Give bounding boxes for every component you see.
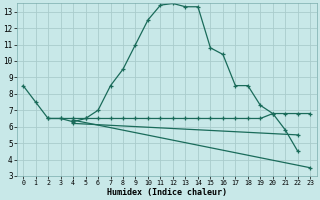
X-axis label: Humidex (Indice chaleur): Humidex (Indice chaleur): [107, 188, 227, 197]
